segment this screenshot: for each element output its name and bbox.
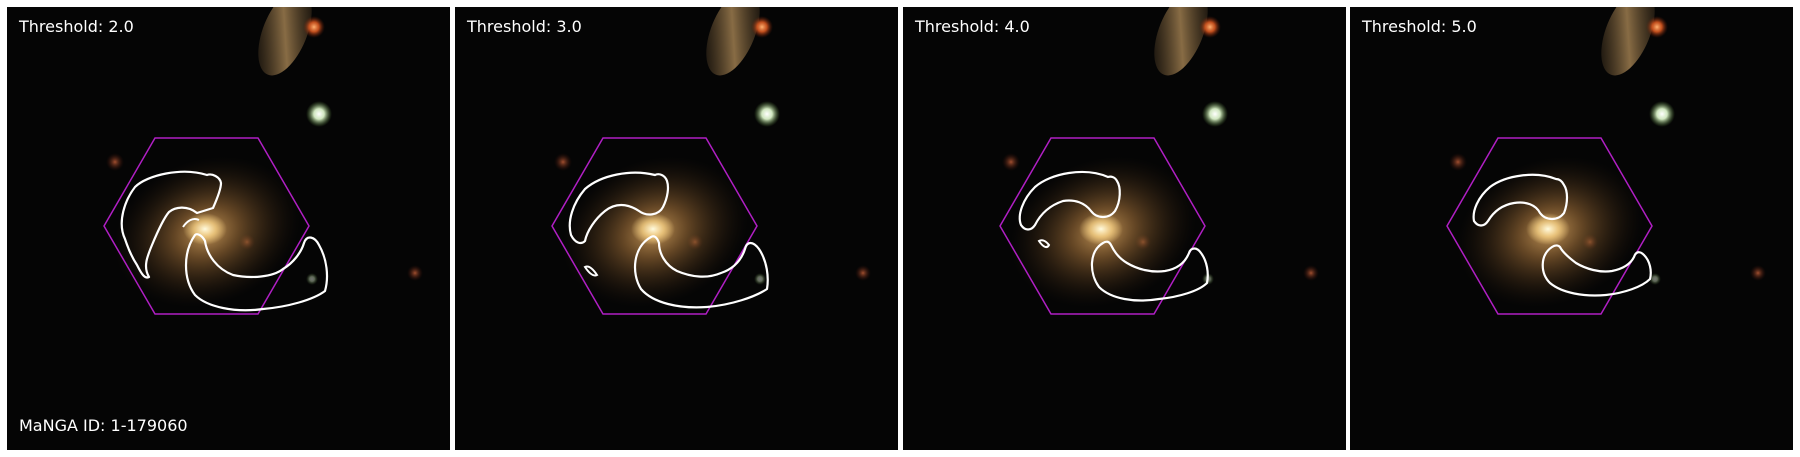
bright-white-star [1649, 101, 1675, 127]
faint-red-star [1750, 265, 1766, 281]
orange-star [1646, 16, 1668, 38]
faint-star [754, 273, 766, 285]
faint-red-star [554, 153, 572, 171]
contour-arm-lower [634, 235, 769, 309]
threshold-label: Threshold: 5.0 [1362, 17, 1477, 36]
contour-arm-lower [1541, 244, 1652, 297]
faint-red-star [407, 265, 423, 281]
orange-star [751, 16, 773, 38]
galaxy-core [631, 213, 675, 245]
contour-fragment [182, 217, 200, 228]
faint-red-star [1002, 153, 1020, 171]
background-galaxy-streak [706, 7, 760, 76]
contour-arm-upper [120, 170, 223, 279]
galaxy-core [1526, 213, 1570, 245]
background-galaxy-streak [1601, 7, 1655, 76]
background-galaxy-streak [258, 7, 312, 76]
faint-red-star [106, 153, 124, 171]
orange-star [1199, 16, 1221, 38]
orange-star [303, 16, 325, 38]
contour-arm-lower [185, 233, 329, 312]
faint-red-star [1449, 153, 1467, 171]
bright-white-star [306, 101, 332, 127]
galaxy-image [7, 7, 450, 450]
faint-star [1649, 273, 1661, 285]
threshold-label: Threshold: 2.0 [19, 17, 134, 36]
faint-red-star [1303, 265, 1319, 281]
ifu-hexagon [103, 137, 310, 315]
faint-star [306, 273, 318, 285]
contour-fragment [1037, 239, 1051, 249]
contour-fragment [583, 265, 599, 277]
bright-white-star [1202, 101, 1228, 127]
ifu-hexagon [551, 137, 758, 315]
galaxy-image [1350, 7, 1793, 450]
contour-arm-upper [568, 171, 670, 245]
contour-arm-lower [1090, 240, 1209, 302]
faint-red-star [855, 265, 871, 281]
ifu-hexagon [999, 137, 1206, 315]
bright-white-star [754, 101, 780, 127]
image-panel-2: Threshold: 3.0 [455, 7, 898, 450]
galaxy-image [903, 7, 1346, 450]
image-panel-3: Threshold: 4.0 [903, 7, 1346, 450]
manga-id-label: MaNGA ID: 1-179060 [19, 416, 188, 435]
image-panel-4: Threshold: 5.0 [1350, 7, 1793, 450]
ifu-hexagon [1446, 137, 1653, 315]
contour-arm-upper [1018, 170, 1121, 231]
galaxy-image [455, 7, 898, 450]
image-panel-1: Threshold: 2.0 MaNGA ID: 1-179060 [7, 7, 450, 450]
threshold-label: Threshold: 4.0 [915, 17, 1030, 36]
contour-arm-upper [1472, 173, 1569, 227]
galaxy-core [1079, 213, 1123, 245]
threshold-label: Threshold: 3.0 [467, 17, 582, 36]
background-galaxy-streak [1154, 7, 1208, 76]
